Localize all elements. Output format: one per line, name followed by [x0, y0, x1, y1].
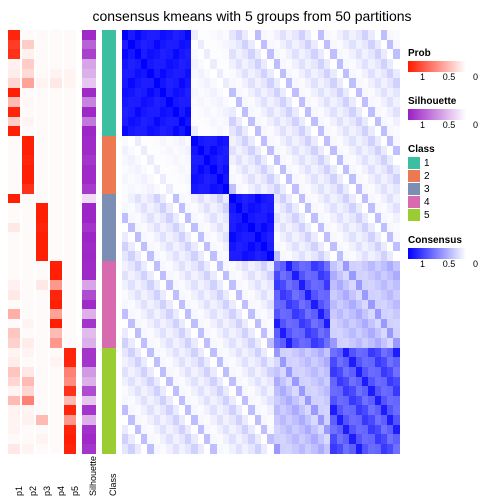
- page-title: consensus kmeans with 5 groups from 50 p…: [50, 8, 454, 24]
- class-column: [102, 30, 116, 454]
- prob-heatmap: [8, 30, 76, 454]
- legend-sil-title: Silhouette: [408, 96, 498, 107]
- legend-prob: Prob 10.50: [408, 48, 498, 82]
- plot-area: [8, 30, 400, 454]
- legend-prob-title: Prob: [408, 48, 498, 59]
- legend-class-items: 12345: [408, 157, 498, 221]
- legend-class-title: Class: [408, 144, 498, 155]
- silhouette-column: [82, 30, 96, 454]
- legend-cons-bar: [408, 248, 466, 259]
- legend-silhouette: Silhouette 10.50: [408, 96, 498, 130]
- consensus-heatmap: [122, 30, 400, 454]
- legend-cons-title: Consensus: [408, 235, 498, 246]
- legend-prob-bar: [408, 61, 466, 72]
- legends: Prob 10.50 Silhouette 10.50 Class 12345 …: [408, 48, 498, 283]
- legend-sil-bar: [408, 109, 466, 120]
- legend-class: Class 12345: [408, 144, 498, 221]
- legend-consensus: Consensus 10.50: [408, 235, 498, 269]
